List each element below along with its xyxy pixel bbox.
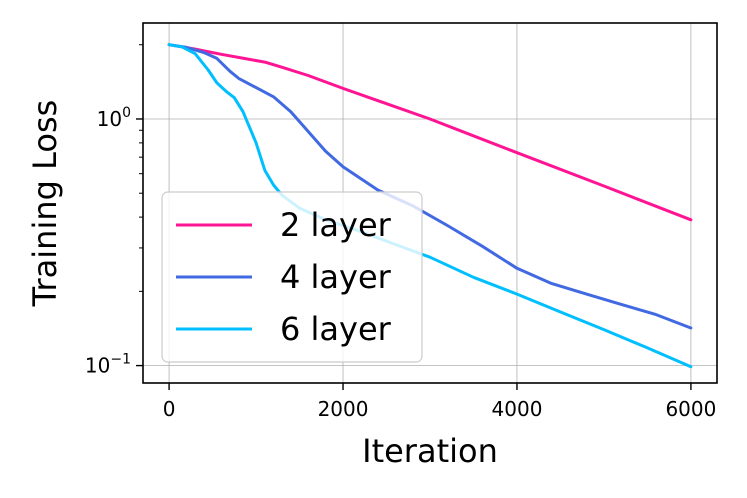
legend-frame (161, 191, 423, 363)
axis-ticks: 0 2000 4000 6000 100 10−1 (85, 44, 716, 421)
x-axis-label: Iteration (362, 432, 498, 470)
legend: 2 layer 4 layer 6 layer (161, 191, 423, 363)
y-tick-label: 100 (97, 105, 131, 131)
x-tick-label: 6000 (665, 397, 716, 421)
y-axis-label: Training Loss (26, 100, 64, 308)
plot-area-frame (142, 22, 718, 384)
x-tick-label: 0 (163, 397, 176, 421)
series-line-2-layer (167, 43, 693, 222)
legend-label-2-layer: 2 layer (280, 206, 392, 244)
legend-label-4-layer: 4 layer (280, 258, 392, 296)
series-line-4-layer (167, 43, 693, 330)
legend-label-6-layer: 6 layer (280, 310, 392, 348)
x-tick-label: 2000 (318, 397, 369, 421)
x-tick-label: 4000 (492, 397, 543, 421)
y-tick-label: 10−1 (85, 352, 131, 378)
